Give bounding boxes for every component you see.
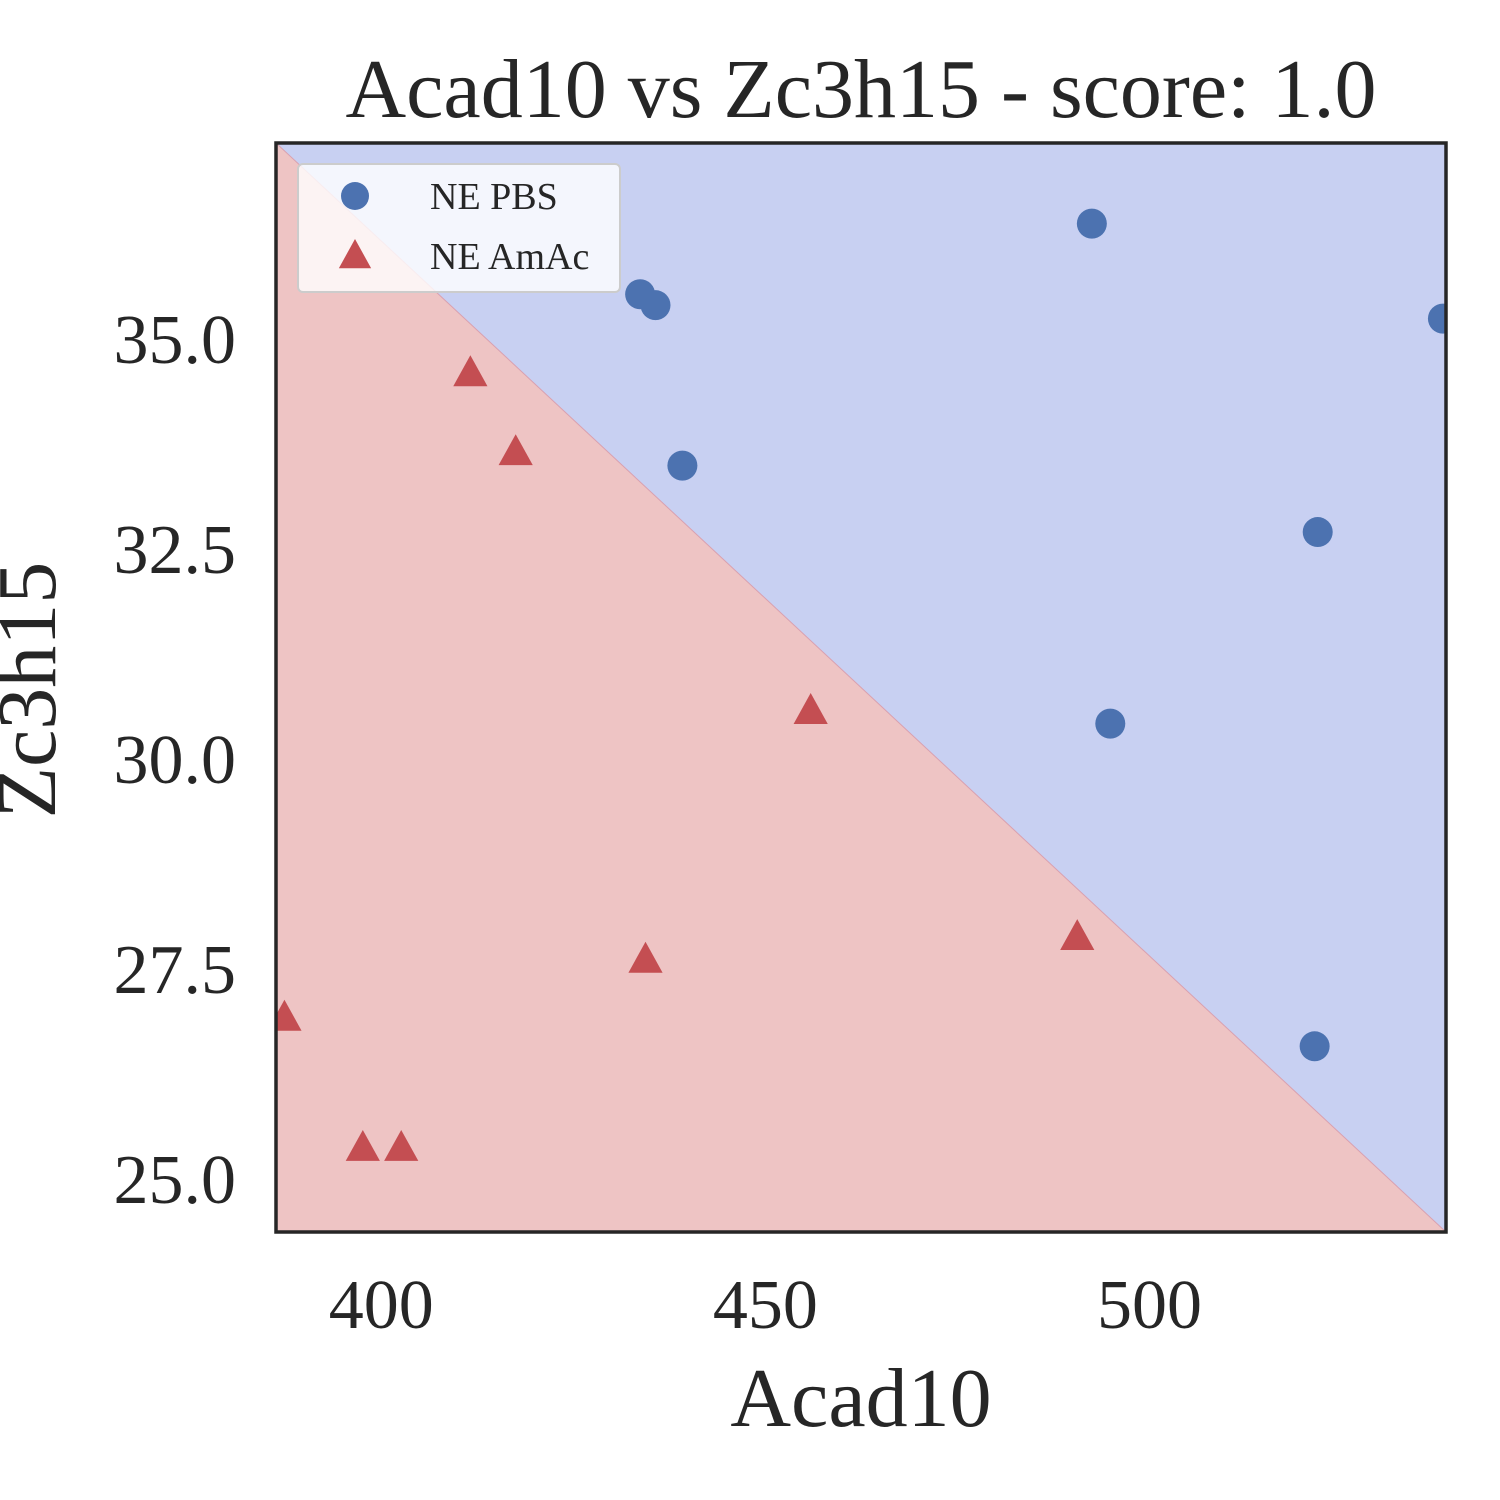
data-point-ne-pbs: [1076, 208, 1107, 239]
legend-box: [297, 163, 621, 293]
data-point-ne-pbs: [1299, 1031, 1330, 1062]
y-tick-label: 35.0: [114, 302, 237, 379]
x-axis-label: Acad10: [730, 1352, 991, 1445]
legend-marker-ne-pbs: [341, 182, 369, 210]
legend-marker-ne-amac: [338, 239, 372, 269]
data-point-ne-amac: [345, 1129, 380, 1161]
x-tick-label: 500: [1097, 1267, 1202, 1344]
data-point-ne-pbs: [640, 290, 671, 321]
legend: NE PBS NE AmAc: [297, 163, 621, 293]
y-tick-label: 27.5: [114, 932, 237, 1009]
decision-boundary: [276, 143, 1446, 1232]
data-point-ne-pbs: [1095, 708, 1126, 739]
data-point-ne-amac: [628, 941, 663, 973]
data-point-ne-amac: [793, 693, 828, 724]
x-tick-label: 400: [329, 1267, 434, 1344]
y-tick-label: 30.0: [114, 722, 237, 799]
data-point-ne-pbs: [1427, 303, 1446, 334]
y-tick-label: 25.0: [114, 1142, 237, 1219]
plot-frame: [274, 141, 1448, 1234]
data-point-ne-amac: [276, 999, 302, 1031]
y-axis-ticks: 25.0 27.5 30.0 32.5 35.0: [114, 302, 237, 1219]
data-point-ne-amac: [384, 1129, 419, 1161]
data-point-ne-pbs: [1302, 517, 1333, 548]
data-point-ne-pbs: [667, 450, 698, 481]
x-axis-ticks: 400 450 500: [329, 1267, 1202, 1344]
data-point-ne-amac: [453, 355, 488, 387]
y-axis-label: Zc3h15: [0, 562, 74, 819]
data-point-ne-amac: [1060, 919, 1095, 951]
y-tick-label: 32.5: [114, 512, 237, 589]
x-tick-label: 450: [713, 1267, 818, 1344]
legend-label: NE PBS: [430, 176, 558, 218]
legend-label: NE AmAc: [430, 236, 589, 278]
plot-area: [274, 141, 1448, 1234]
data-point-ne-amac: [498, 434, 533, 466]
chart-title: Acad10 vs Zc3h15 - score: 1.0: [345, 43, 1376, 136]
